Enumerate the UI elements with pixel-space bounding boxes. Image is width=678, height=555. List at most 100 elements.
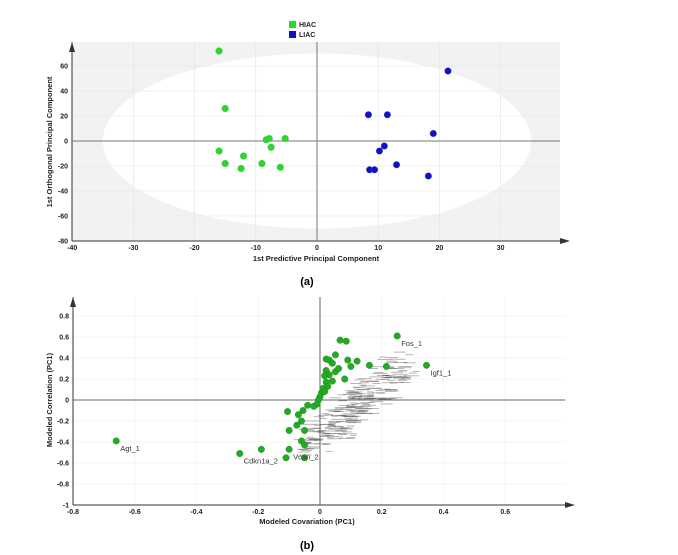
point-liac	[375, 147, 383, 155]
loading-point	[294, 411, 302, 419]
loading-point	[342, 337, 350, 345]
y-tick-label: -20	[58, 164, 68, 171]
point-hiac	[237, 164, 245, 173]
y-axis-arrow	[69, 42, 75, 52]
loading-point	[298, 417, 305, 425]
loading-point	[321, 388, 329, 396]
point-hiac	[215, 147, 223, 155]
y-tick-label: -0.4	[57, 440, 69, 447]
y-tick-label: 20	[60, 114, 68, 121]
legend: HIAC LIAC	[289, 21, 316, 39]
loading-point	[284, 408, 292, 415]
loading-point	[321, 372, 329, 380]
point-hiac	[240, 152, 248, 160]
loading-point	[341, 375, 349, 383]
y-tick-label: 0.4	[59, 356, 69, 363]
point-hiac	[215, 47, 223, 55]
x-axis-label-a: 1st Predictive Principal Component	[253, 254, 380, 263]
loading-point	[282, 454, 290, 462]
loading-point	[344, 356, 352, 364]
point-hiac	[221, 159, 229, 168]
y-axis-arrow	[70, 297, 76, 307]
x-tick-label: -0.6	[129, 509, 141, 516]
x-tick-label: 0.4	[439, 509, 449, 516]
loading-point	[347, 362, 355, 370]
loading-point	[365, 361, 373, 369]
loading-point	[299, 407, 307, 414]
y-axis-label-b: Modeled Correlation (PC1)	[45, 352, 54, 447]
y-tick-label: 0	[65, 398, 69, 405]
x-tick-label: -30	[128, 245, 138, 252]
loadings-plot: -0.8 -0.6 -0.4 -0.2 0 0.2 0.4 0.6-1-0.8-0.6-0.4…	[45, 297, 575, 552]
point-liac	[424, 172, 432, 180]
point-label: Igf1_1	[431, 368, 452, 377]
y-tick-label: 0	[64, 139, 68, 146]
y-tick-label: -1	[63, 503, 69, 510]
legend-label-liac: LIAC	[299, 32, 315, 39]
loading-point	[310, 402, 318, 410]
y-tick-label: -80	[58, 239, 68, 246]
loading-point	[285, 445, 293, 453]
loading-point	[335, 365, 342, 372]
x-tick-label: 0	[318, 509, 322, 516]
x-tick-label: -0.4	[190, 509, 202, 516]
score-plot: -40 -30 -20 -10 0 10 20 30 -80 -60 -40 -20 0 20 40 60 H…	[45, 21, 570, 288]
y-tick-label: 0.6	[59, 335, 69, 342]
point-hiac	[221, 104, 229, 113]
x-axis-arrow	[560, 238, 570, 244]
y-tick-label: -0.8	[57, 482, 69, 489]
x-tick-label: 0.2	[377, 509, 387, 516]
y-tick-label: 0.2	[59, 377, 69, 384]
loading-point	[393, 332, 401, 340]
loading-point	[112, 437, 120, 445]
loading-point	[236, 450, 244, 457]
x-tick-label: -40	[67, 245, 77, 252]
point-label: Agt_1	[120, 444, 140, 453]
point-liac	[364, 111, 372, 119]
loading-point	[257, 445, 265, 453]
loading-point	[328, 377, 336, 385]
point-liac	[444, 67, 452, 75]
point-hiac	[267, 143, 275, 151]
y-tick-label: 40	[60, 89, 68, 96]
legend-swatch-hiac	[289, 21, 296, 28]
legend-swatch-liac	[289, 31, 296, 38]
point-label: Cdkn1a_2	[244, 457, 278, 466]
y-tick-label: -0.2	[57, 419, 69, 426]
y-axis-label-a: 1st Orthogonal Principal Component	[45, 76, 54, 207]
caption-a: (a)	[300, 276, 314, 288]
point-liac	[383, 111, 391, 119]
loading-point	[382, 362, 390, 370]
x-tick-label: -20	[190, 245, 200, 252]
caption-b: (b)	[300, 540, 314, 552]
loading-point	[336, 336, 344, 344]
point-hiac	[265, 134, 273, 143]
x-axis-label-b: Modeled Covariation (PC1)	[259, 517, 355, 526]
loading-point	[423, 361, 430, 369]
y-tick-label: -0.6	[57, 461, 69, 468]
point-hiac	[258, 159, 266, 168]
loading-point	[293, 421, 301, 429]
x-tick-label: 30	[497, 245, 505, 252]
point-liac	[393, 161, 401, 169]
point-hiac	[276, 163, 284, 171]
point-hiac	[281, 134, 289, 143]
x-axis-arrow	[565, 502, 575, 508]
loading-point	[301, 441, 309, 449]
loading-point	[301, 427, 309, 434]
loading-point	[285, 427, 293, 434]
point-liac	[380, 142, 388, 150]
x-tick-label: 0	[315, 245, 319, 252]
loading-point	[304, 401, 312, 409]
point-liac	[370, 166, 379, 174]
legend-label-hiac: HIAC	[299, 22, 316, 29]
x-tick-label: 20	[436, 245, 444, 252]
x-tick-label: -10	[251, 245, 261, 252]
y-tick-label: 60	[60, 64, 68, 71]
y-tick-label: -60	[58, 214, 68, 221]
loading-point	[331, 351, 339, 359]
y-tick-label: 0.8	[59, 314, 69, 321]
x-tick-label: 0.6	[500, 509, 510, 516]
y-tick-label: -40	[58, 189, 68, 196]
